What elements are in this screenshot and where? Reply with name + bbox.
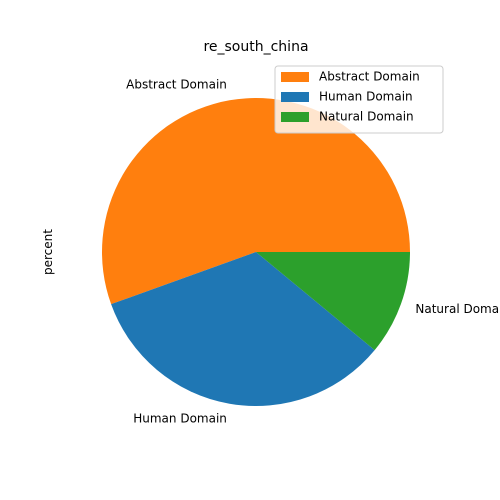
legend-label-abstract-domain: Abstract Domain bbox=[319, 70, 420, 84]
chart-title: re_south_china bbox=[203, 39, 308, 55]
pie-slices bbox=[101, 98, 410, 407]
legend-label-natural-domain: Natural Domain bbox=[319, 110, 414, 124]
slice-label-natural-domain: Natural Domain bbox=[415, 302, 500, 316]
pie-slice-labels: Abstract Domain Human Domain Natural Domai… bbox=[126, 78, 500, 426]
legend-swatch-natural-domain bbox=[281, 112, 309, 122]
legend: Abstract Domain Human Domain Natural Domai… bbox=[274, 65, 444, 134]
slice-label-abstract-domain: Abstract Domain bbox=[126, 78, 227, 92]
y-axis-label: percent bbox=[41, 229, 55, 275]
slice-label-human-domain: Human Domain bbox=[133, 411, 227, 425]
legend-frame bbox=[274, 65, 444, 134]
legend-swatch-abstract-domain bbox=[281, 72, 309, 82]
pie-slice-natural-domain bbox=[256, 252, 410, 351]
legend-swatch-human-domain bbox=[281, 92, 309, 102]
legend-label-human-domain: Human Domain bbox=[319, 90, 413, 104]
pie-slice-abstract-domain bbox=[101, 98, 410, 305]
pie-slice-human-domain bbox=[111, 252, 375, 407]
